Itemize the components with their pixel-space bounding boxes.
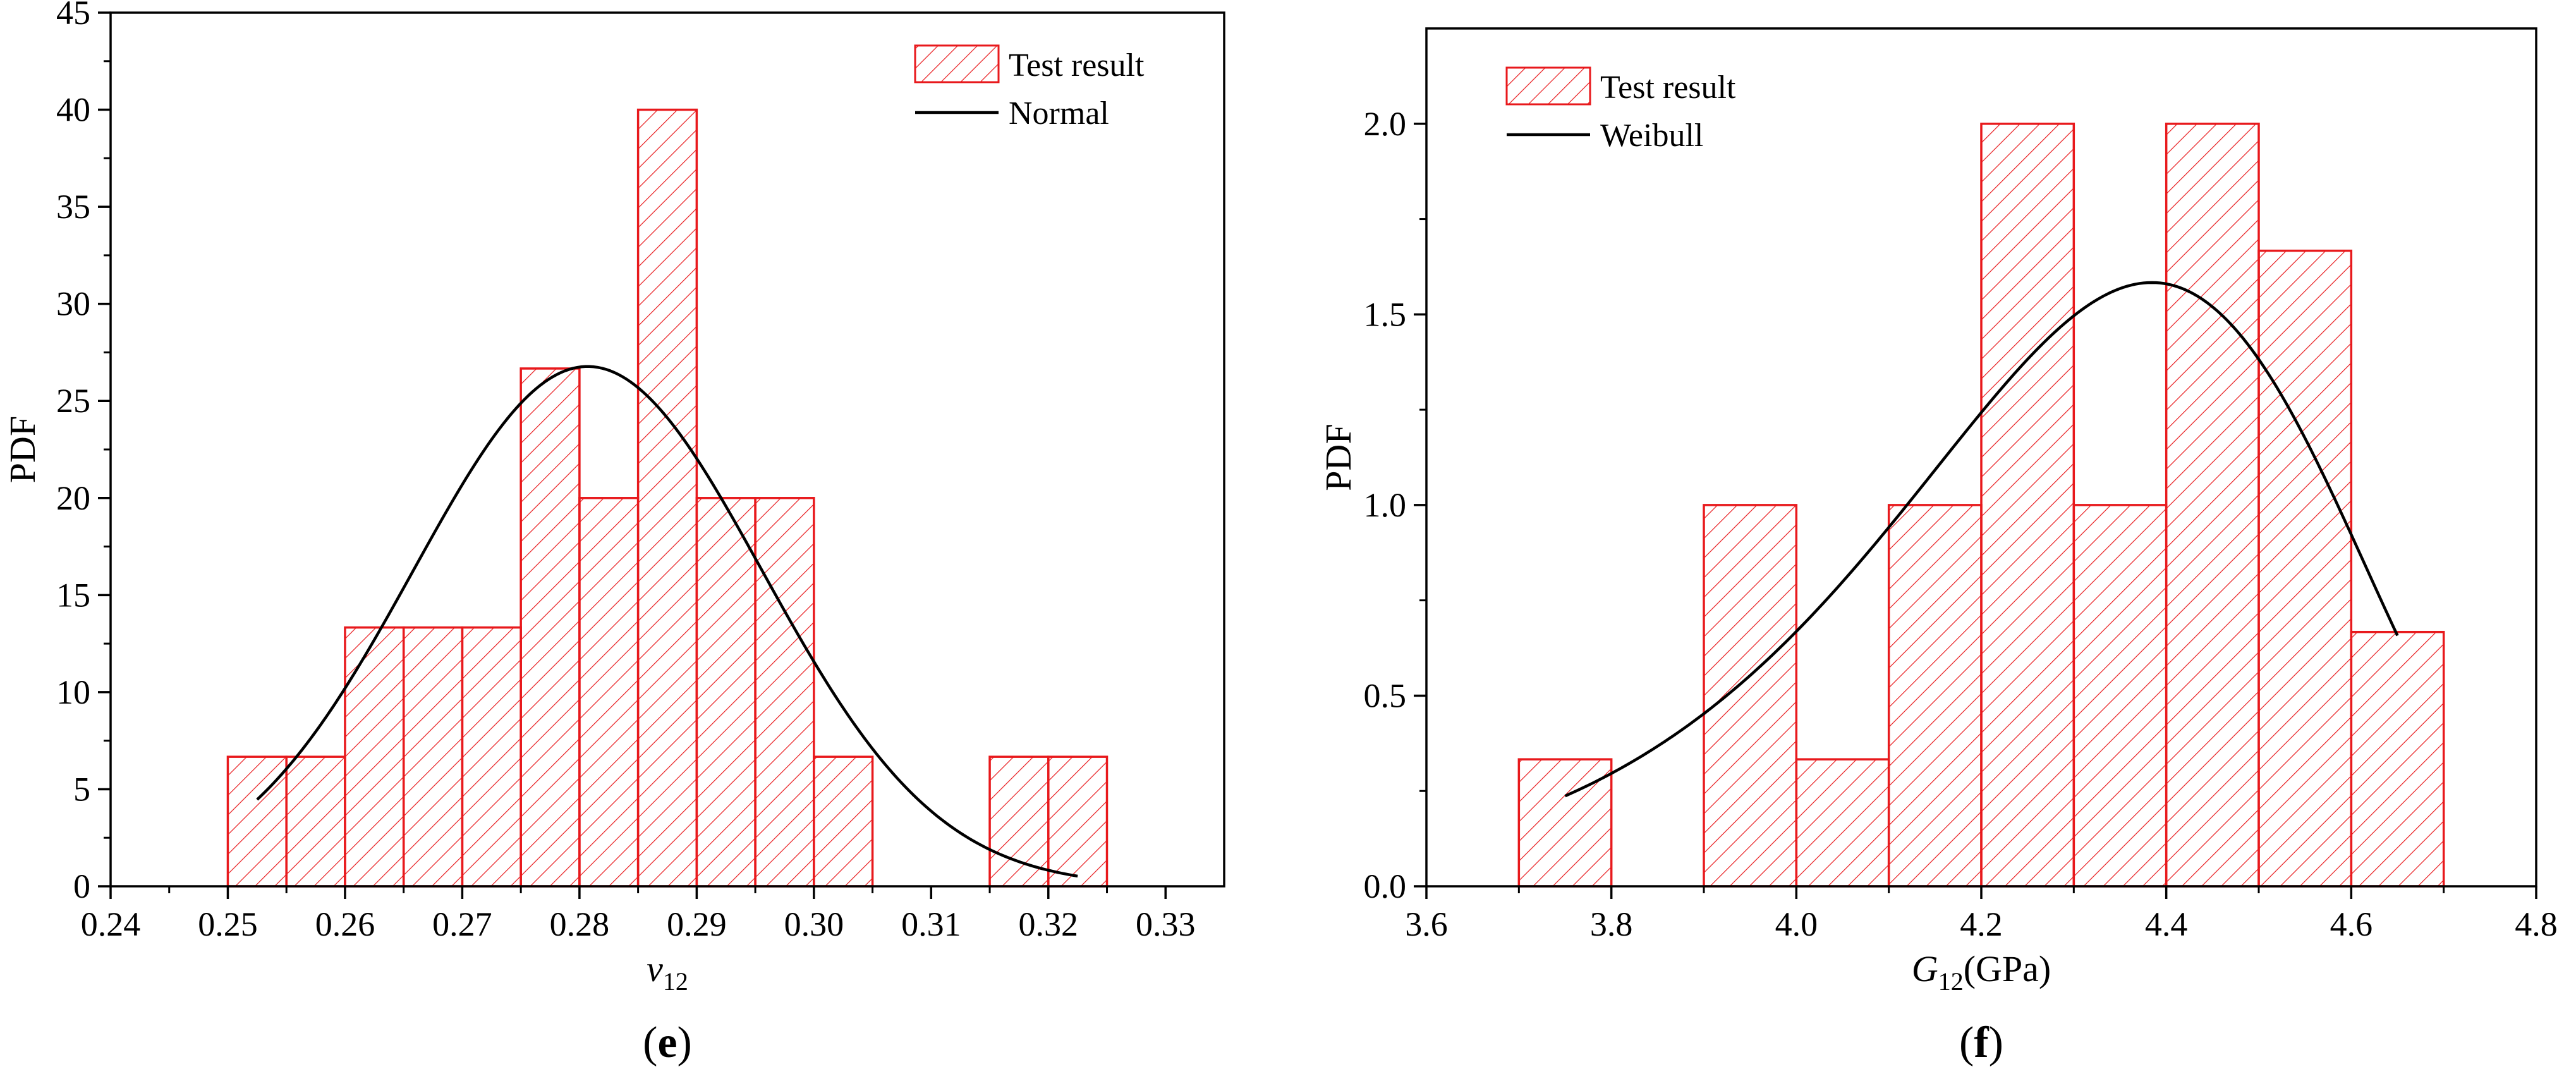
histogram-bar-1 (1517, 758, 1613, 888)
histogram-bar-7 (2165, 123, 2260, 888)
chart-panel-f: 3.6 3.8 4.0 4.2 4.4 4.6 4.8 0.0 0.5 1.0 1.5 2.0 PD… (1318, 27, 2558, 1067)
x-axis-label-f: G12(GPa) (1912, 948, 2051, 996)
x-axis-ticks-e: 0.24 0.25 0.26 0.27 0.28 0.29 0.30 0.31 0.32 0.33 (81, 886, 1196, 943)
legend-label-test-result-f: Test result (1600, 70, 1736, 106)
x-tick-label: 3.6 (1405, 905, 1448, 943)
y-tick-label: 25 (56, 382, 90, 420)
x-tick-label: 0.31 (901, 905, 961, 943)
histogram-bar-13 (1047, 755, 1109, 888)
histogram-bar-3 (344, 626, 405, 888)
histogram-bars-e (226, 108, 1109, 888)
x-tick-label: 4.2 (1960, 905, 2003, 943)
panel-label-e: (e) (643, 1018, 692, 1067)
x-tick-label: 0.24 (81, 905, 141, 943)
y-tick-label: 30 (56, 285, 90, 323)
y-tick-label: 45 (56, 0, 90, 32)
y-axis-label-e: PDF (2, 416, 43, 483)
y-tick-label: 0 (73, 867, 90, 905)
histogram-bar-9 (695, 497, 756, 888)
panel-label-f: (f) (1959, 1018, 2003, 1067)
x-tick-label: 0.25 (198, 905, 258, 943)
x-tick-label: 0.27 (432, 905, 492, 943)
histogram-bar-4 (1887, 504, 1983, 888)
chart-panel-e: 0.24 0.25 0.26 0.27 0.28 0.29 0.30 0.31 0.32 0.33… (2, 0, 1225, 1067)
weibull-curve-line (1564, 281, 2399, 798)
histogram-bar-10 (754, 497, 815, 888)
histogram-bar-7 (578, 497, 640, 888)
y-tick-label: 1.5 (1364, 295, 1407, 333)
x-axis-label-main-f: G (1912, 948, 1938, 989)
x-axis-label-sub-f: 12 (1938, 967, 1964, 996)
y-tick-label: 20 (56, 479, 90, 517)
histogram-bar-9 (2350, 630, 2445, 888)
x-axis-ticks-f: 3.6 3.8 4.0 4.2 4.4 4.6 4.8 (1405, 886, 2558, 943)
histogram-bar-5 (461, 626, 522, 888)
x-tick-label: 0.32 (1019, 905, 1079, 943)
legend-label-weibull: Weibull (1600, 118, 1703, 154)
y-tick-label: 10 (56, 673, 90, 711)
histogram-bar-12 (988, 755, 1050, 888)
y-tick-label: 15 (56, 576, 90, 614)
histogram-bar-6 (519, 367, 581, 888)
x-axis-label-e: v12 (647, 948, 688, 996)
x-axis-label-suffix-f: (GPa) (1964, 948, 2051, 989)
y-axis-label-f: PDF (1318, 424, 1359, 491)
normal-curve-line (256, 365, 1078, 878)
histogram-bar-11 (813, 755, 874, 888)
y-axis-ticks-f: 0.0 0.5 1.0 1.5 2.0 (1364, 105, 1426, 905)
x-axis-label-sub-e: 12 (663, 967, 688, 996)
x-tick-label: 0.33 (1136, 905, 1196, 943)
x-tick-label: 0.26 (315, 905, 375, 943)
x-tick-label: 4.8 (2515, 905, 2558, 943)
histogram-bar-8 (2257, 249, 2353, 888)
legend-swatch-test-result-e (914, 44, 1000, 83)
y-tick-label: 2.0 (1364, 105, 1407, 143)
histogram-bar-1 (226, 755, 288, 888)
x-tick-label: 4.6 (2330, 905, 2373, 943)
legend-label-normal: Normal (1009, 95, 1109, 131)
y-tick-label: 35 (56, 188, 90, 226)
x-tick-label: 0.30 (784, 905, 844, 943)
legend-label-test-result-e: Test result (1009, 47, 1145, 83)
y-tick-label: 5 (73, 770, 90, 808)
histogram-bar-3 (1795, 758, 1890, 888)
x-tick-label: 4.4 (2145, 905, 2188, 943)
legend-e: Test result Normal (914, 44, 1145, 131)
histogram-bar-6 (2072, 504, 2168, 888)
x-axis-label-main-e: v (647, 948, 663, 989)
y-axis-ticks-e: 0 5 10 15 20 25 30 35 40 45 (56, 0, 111, 905)
y-tick-label: 0.0 (1364, 867, 1407, 905)
legend-swatch-test-result-f (1505, 66, 1591, 106)
y-tick-label: 0.5 (1364, 676, 1407, 714)
panel-letter-f: f (1974, 1018, 1989, 1067)
x-tick-label: 3.8 (1590, 905, 1633, 943)
histogram-bar-2 (1703, 504, 1798, 888)
histogram-bar-4 (402, 626, 464, 888)
x-tick-label: 0.28 (550, 905, 610, 943)
legend-f: Test result Weibull (1505, 66, 1736, 154)
panel-letter-e: e (657, 1018, 677, 1067)
x-tick-label: 0.29 (667, 905, 727, 943)
x-tick-label: 4.0 (1775, 905, 1818, 943)
histogram-bar-2 (285, 755, 346, 888)
histogram-bar-5 (1980, 123, 2075, 888)
histogram-bars-f (1517, 123, 2445, 888)
y-tick-label: 40 (56, 91, 90, 129)
histogram-bar-8 (636, 108, 698, 888)
y-tick-label: 1.0 (1364, 486, 1407, 524)
